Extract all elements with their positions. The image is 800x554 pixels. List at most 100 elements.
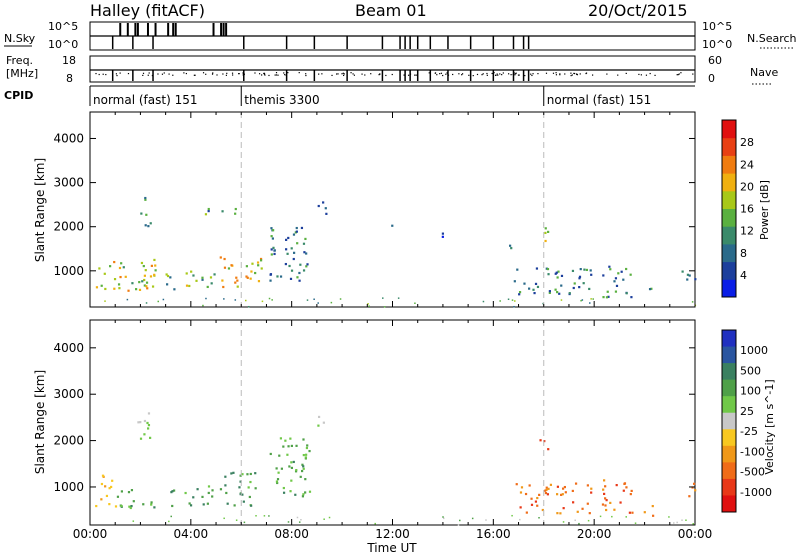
ground-cell bbox=[368, 305, 370, 307]
ground-cell bbox=[574, 519, 576, 522]
velocity-colorbar-tick: -1000 bbox=[740, 486, 772, 499]
nave-dot bbox=[486, 72, 488, 75]
nave-dot bbox=[274, 74, 276, 76]
power-colorbar-swatch bbox=[722, 243, 736, 263]
data-cell bbox=[239, 480, 242, 483]
nave-dot bbox=[318, 73, 320, 75]
ground-cell bbox=[383, 306, 386, 308]
data-cell bbox=[604, 504, 607, 507]
nave-dot bbox=[606, 73, 608, 75]
data-cell bbox=[192, 496, 195, 499]
nave-dot bbox=[163, 72, 165, 74]
data-cell bbox=[128, 505, 131, 508]
data-cell bbox=[617, 272, 620, 275]
data-cell bbox=[532, 288, 535, 291]
data-cell bbox=[221, 210, 224, 213]
nave-dot bbox=[284, 74, 286, 76]
data-cell bbox=[256, 261, 260, 264]
data-cell bbox=[219, 488, 223, 491]
velocity-axes: 1000 2000 3000 4000 bbox=[53, 320, 696, 525]
data-cell bbox=[604, 485, 607, 488]
data-cell bbox=[100, 284, 103, 287]
power-colorbar-tick: 16 bbox=[740, 203, 754, 216]
data-cell bbox=[688, 274, 691, 277]
data-cell bbox=[556, 493, 559, 496]
nave-dot bbox=[434, 72, 437, 74]
nave-dot bbox=[559, 73, 561, 75]
data-cell bbox=[235, 276, 238, 279]
data-cell bbox=[147, 424, 151, 427]
ground-cell bbox=[296, 516, 299, 519]
nave-dot bbox=[350, 72, 352, 74]
data-cell bbox=[138, 288, 142, 291]
nave-dot bbox=[283, 72, 285, 74]
data-cell bbox=[541, 508, 544, 512]
data-cell bbox=[150, 501, 153, 504]
power-colorbar-swatch bbox=[722, 120, 736, 139]
data-cell bbox=[302, 493, 305, 496]
ground-cell bbox=[243, 521, 246, 524]
data-cell bbox=[519, 491, 523, 494]
velocity-colorbar-label: Velocity [m s^-1] bbox=[763, 379, 776, 474]
data-cell bbox=[224, 484, 227, 487]
nave-dot bbox=[353, 74, 355, 76]
data-cell bbox=[141, 280, 144, 283]
data-cell bbox=[510, 247, 513, 250]
ground-cell bbox=[132, 520, 135, 522]
data-cell bbox=[294, 470, 298, 473]
data-cell bbox=[211, 495, 214, 498]
nave-dot bbox=[461, 73, 464, 75]
data-cell bbox=[571, 489, 574, 493]
data-cell bbox=[560, 493, 563, 496]
data-cell bbox=[317, 415, 321, 419]
data-cell bbox=[652, 514, 655, 517]
data-cell bbox=[190, 270, 193, 273]
nave-dot bbox=[445, 73, 447, 75]
ground-cell bbox=[542, 302, 544, 305]
data-cell bbox=[207, 207, 210, 211]
data-cell bbox=[533, 291, 536, 295]
nave-dot bbox=[545, 72, 548, 74]
nave-dot bbox=[446, 72, 448, 74]
data-cell bbox=[295, 468, 298, 472]
time-axis: 00:00 04:00 08:00 12:00 16:00 20:00 00:00 bbox=[73, 527, 713, 541]
ground-cell bbox=[268, 515, 270, 517]
data-cell bbox=[239, 474, 242, 477]
data-cell bbox=[317, 424, 320, 427]
data-cell bbox=[289, 277, 293, 280]
velocity-colorbar-tick: 1000 bbox=[740, 344, 768, 357]
data-cell bbox=[165, 273, 168, 276]
data-cell bbox=[241, 473, 244, 476]
ground-cell bbox=[339, 298, 342, 300]
nave-dot bbox=[496, 73, 498, 75]
data-cell bbox=[298, 279, 301, 282]
power-colorbar-tick: 28 bbox=[740, 136, 754, 149]
data-cell bbox=[254, 487, 257, 490]
data-cell bbox=[150, 503, 153, 506]
data-cell bbox=[145, 281, 149, 284]
time-tick-label: 08:00 bbox=[274, 527, 309, 541]
data-cell bbox=[233, 504, 236, 507]
data-cell bbox=[305, 252, 308, 255]
nave-dot bbox=[591, 74, 594, 76]
nave-dot bbox=[343, 73, 345, 75]
data-cell bbox=[189, 504, 193, 507]
nave-dot bbox=[532, 73, 534, 75]
power-colorbar-tick: 4 bbox=[740, 269, 747, 282]
nave-dot bbox=[440, 72, 443, 74]
nave-dot bbox=[625, 72, 627, 75]
data-cell bbox=[251, 262, 254, 265]
nave-dot bbox=[559, 74, 561, 76]
data-cell bbox=[528, 484, 531, 487]
nave-dot bbox=[508, 73, 510, 75]
data-cell bbox=[545, 267, 548, 270]
nave-dot bbox=[172, 74, 174, 76]
nave-dot bbox=[530, 73, 532, 75]
data-cell bbox=[292, 460, 295, 464]
ground-cell bbox=[457, 524, 460, 526]
ground-cell bbox=[223, 517, 225, 520]
data-cell bbox=[582, 282, 585, 285]
nave-dot bbox=[305, 73, 307, 75]
data-cell bbox=[292, 233, 296, 236]
data-cell bbox=[282, 491, 286, 494]
